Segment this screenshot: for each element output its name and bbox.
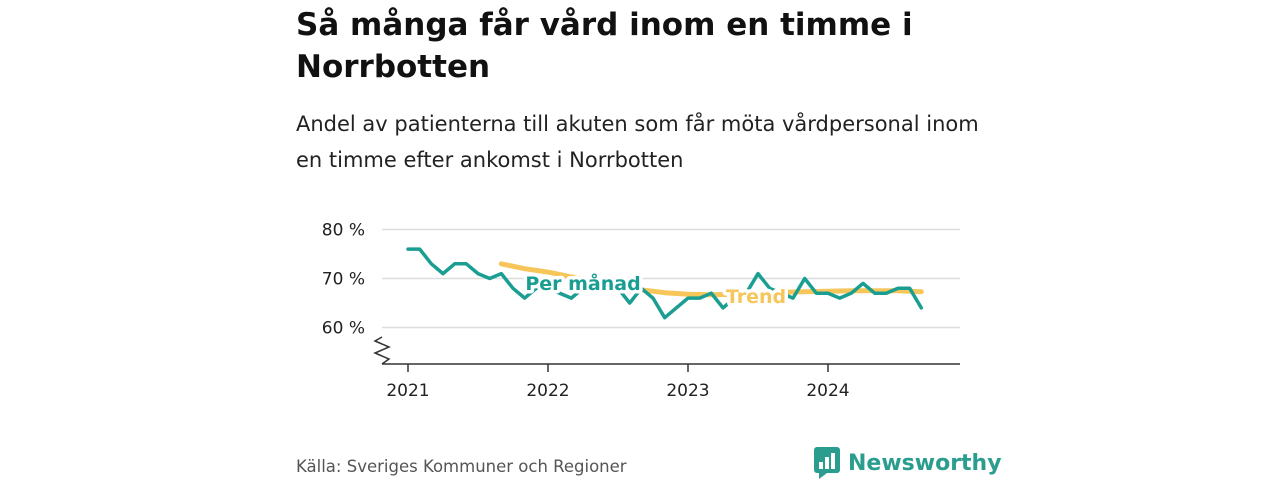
x-tick-label: 2021 [386, 381, 429, 401]
chart-subtitle: Andel av patienterna till akuten som får… [296, 112, 979, 172]
y-tick-label: 70 % [322, 270, 365, 290]
gridlines [382, 228, 960, 329]
chart-title: Så många får vård inom en timme i Norrbo… [296, 7, 913, 85]
chart-container: Så många får vård inom en timme i Norrbo… [296, 0, 1002, 480]
axes: 60 % 70 % 80 % 2021 2022 2023 2024 [322, 221, 960, 401]
brand-name: Newsworthy [848, 450, 1002, 476]
series-labels: Per månad Trend [522, 268, 790, 312]
y-tick-label: 60 % [322, 319, 365, 339]
source-note: Källa: Sveriges Kommuner och Regioner [296, 457, 627, 476]
x-tick-label: 2024 [806, 381, 849, 401]
series-label-monthly: Per månad [525, 271, 640, 295]
series-line-monthly [406, 247, 924, 320]
series-lines [406, 247, 924, 320]
series-label-trend: Trend [726, 286, 786, 308]
x-tick-label: 2022 [526, 381, 569, 401]
x-tick-label: 2023 [666, 381, 709, 401]
y-tick-label: 80 % [322, 221, 365, 241]
newsworthy-icon [814, 447, 840, 479]
line-chart: 60 % 70 % 80 % 2021 2022 2023 2024 Per månad Tr… [322, 221, 960, 401]
y-axis-break-icon [373, 336, 391, 365]
brand-logo[interactable]: Newsworthy [814, 446, 1002, 480]
